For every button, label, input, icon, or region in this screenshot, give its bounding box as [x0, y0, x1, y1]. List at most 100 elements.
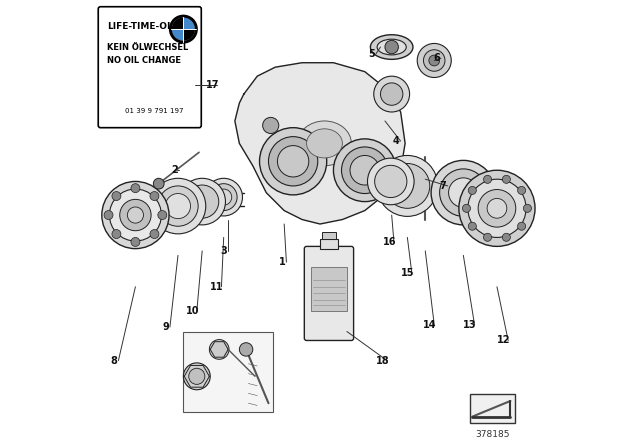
Circle shape: [374, 165, 407, 198]
Text: KEIN ÖLWECHSEL: KEIN ÖLWECHSEL: [108, 43, 188, 52]
Text: 12: 12: [497, 336, 511, 345]
Circle shape: [102, 181, 169, 249]
Circle shape: [269, 137, 317, 186]
Circle shape: [216, 189, 232, 205]
Circle shape: [518, 186, 525, 194]
Circle shape: [440, 169, 487, 216]
Circle shape: [487, 198, 507, 218]
Circle shape: [468, 186, 476, 194]
Circle shape: [350, 155, 380, 185]
Circle shape: [468, 222, 476, 230]
Bar: [323, 232, 336, 239]
Bar: [320, 239, 338, 249]
Circle shape: [342, 147, 388, 194]
Circle shape: [483, 233, 492, 241]
Circle shape: [502, 233, 511, 241]
Circle shape: [150, 192, 159, 201]
Polygon shape: [235, 63, 405, 224]
Text: 10: 10: [186, 306, 199, 316]
Circle shape: [154, 178, 164, 189]
Circle shape: [483, 175, 492, 183]
Circle shape: [186, 185, 219, 218]
Circle shape: [429, 55, 440, 66]
Polygon shape: [184, 366, 209, 387]
Circle shape: [189, 368, 205, 384]
Wedge shape: [184, 17, 195, 29]
Bar: [184, 332, 273, 412]
Circle shape: [374, 76, 410, 112]
Circle shape: [502, 175, 511, 183]
Ellipse shape: [371, 35, 413, 59]
Circle shape: [524, 204, 531, 212]
Circle shape: [120, 199, 151, 231]
Text: 18: 18: [376, 356, 390, 366]
Text: 17: 17: [205, 80, 220, 90]
Circle shape: [150, 178, 206, 234]
Circle shape: [424, 50, 445, 71]
Circle shape: [449, 178, 478, 207]
Circle shape: [112, 229, 121, 238]
FancyBboxPatch shape: [305, 246, 353, 340]
Circle shape: [239, 343, 253, 356]
Wedge shape: [172, 17, 184, 29]
Circle shape: [385, 164, 430, 208]
Text: 13: 13: [463, 320, 477, 330]
Text: 4: 4: [393, 136, 399, 146]
Text: 1: 1: [278, 257, 285, 267]
Circle shape: [260, 128, 327, 195]
Ellipse shape: [298, 121, 351, 166]
Circle shape: [518, 222, 525, 230]
Circle shape: [333, 139, 396, 202]
Text: 8: 8: [111, 356, 117, 366]
Wedge shape: [172, 29, 184, 41]
Circle shape: [112, 192, 121, 201]
FancyBboxPatch shape: [99, 7, 202, 128]
Text: 15: 15: [401, 268, 414, 278]
Text: 5: 5: [368, 49, 375, 59]
Ellipse shape: [307, 129, 342, 158]
Circle shape: [184, 363, 210, 390]
Circle shape: [468, 179, 526, 237]
Circle shape: [158, 186, 198, 226]
Circle shape: [109, 189, 161, 241]
Wedge shape: [184, 29, 195, 41]
Circle shape: [150, 229, 159, 238]
Circle shape: [380, 83, 403, 105]
Circle shape: [165, 194, 191, 219]
Circle shape: [278, 146, 309, 177]
Circle shape: [205, 178, 243, 216]
Polygon shape: [210, 342, 228, 357]
Circle shape: [478, 190, 516, 227]
Text: 01 39 9 791 197: 01 39 9 791 197: [125, 108, 184, 114]
Bar: [311, 267, 347, 311]
Circle shape: [262, 117, 279, 134]
Circle shape: [171, 17, 196, 42]
Circle shape: [431, 160, 495, 225]
Circle shape: [179, 178, 225, 225]
Circle shape: [127, 207, 143, 223]
Circle shape: [417, 43, 451, 78]
Circle shape: [158, 211, 167, 220]
Text: LIFE-TIME-OIL: LIFE-TIME-OIL: [108, 22, 177, 31]
Circle shape: [131, 184, 140, 193]
Circle shape: [210, 184, 237, 211]
Text: 6: 6: [433, 53, 440, 63]
Text: 14: 14: [423, 320, 436, 330]
Text: NO OIL CHANGE: NO OIL CHANGE: [108, 56, 181, 65]
Circle shape: [367, 158, 414, 205]
Circle shape: [463, 204, 470, 212]
Text: 9: 9: [162, 322, 169, 332]
Circle shape: [459, 170, 535, 246]
Circle shape: [209, 340, 229, 359]
Circle shape: [377, 155, 438, 216]
Circle shape: [170, 16, 197, 43]
Circle shape: [104, 211, 113, 220]
Text: 16: 16: [383, 237, 396, 247]
Ellipse shape: [377, 39, 406, 55]
Circle shape: [385, 40, 398, 54]
Text: 378185: 378185: [476, 430, 509, 439]
Text: 3: 3: [220, 246, 227, 256]
Text: 7: 7: [440, 181, 447, 191]
Text: 11: 11: [210, 282, 224, 292]
Bar: [470, 394, 515, 423]
